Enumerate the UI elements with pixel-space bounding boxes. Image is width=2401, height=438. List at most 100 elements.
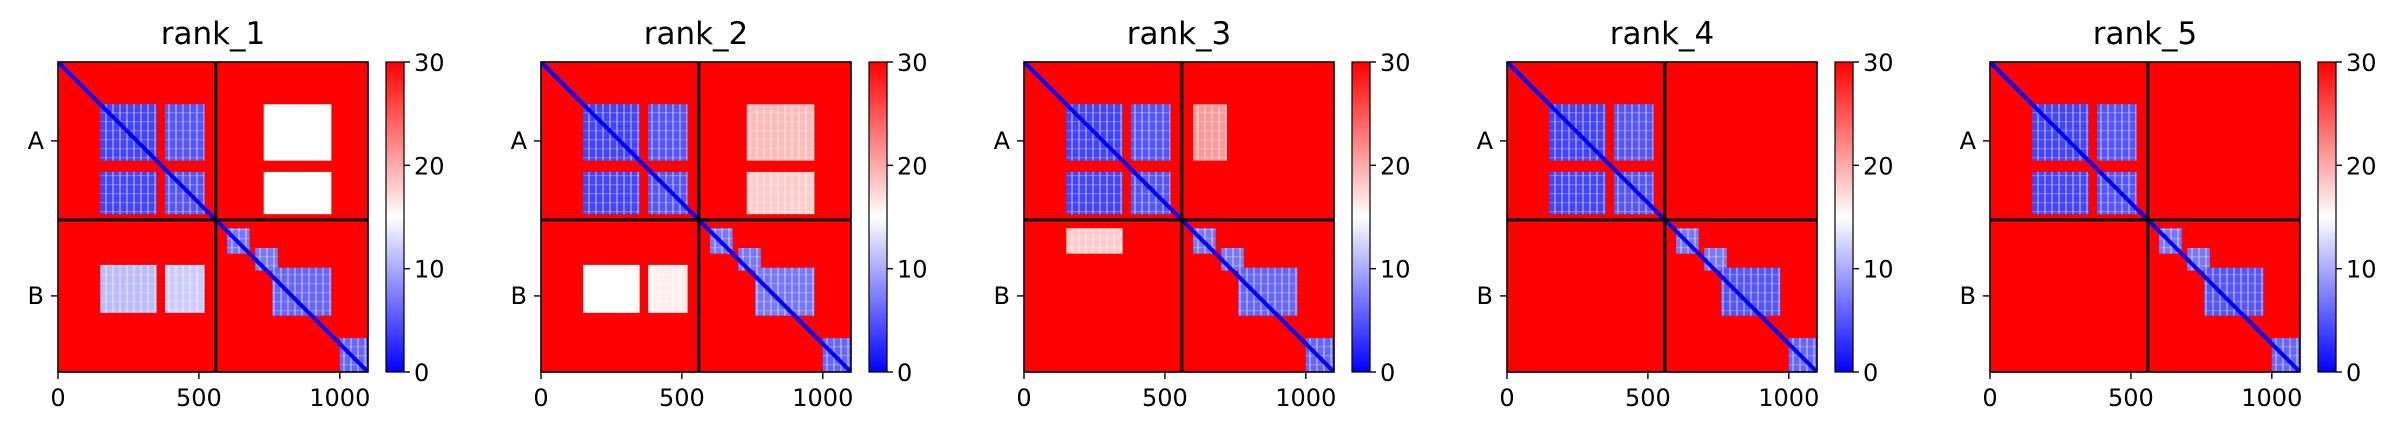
colorbar-tick-label: 30	[1863, 49, 1894, 77]
y-tick-label-B: B	[1960, 282, 1976, 310]
colorbar-tick-label: 20	[897, 152, 928, 180]
x-tick-label: 500	[1625, 384, 1671, 412]
heatmap-block-texture	[100, 264, 157, 313]
heatmap-block-texture	[165, 104, 205, 161]
x-tick-label: 500	[176, 384, 222, 412]
colorbar-tick-label: 20	[1863, 152, 1894, 180]
colorbar	[385, 61, 405, 373]
colorbar-tick-label: 0	[1380, 359, 1395, 387]
heatmap-diagonal	[1024, 62, 1334, 372]
colorbar	[1834, 61, 1854, 373]
heatmap-block-texture	[583, 171, 640, 215]
colorbar-tick-label: 0	[2346, 359, 2361, 387]
colorbar-tick-label: 30	[414, 49, 445, 77]
colorbar-tick-label: 30	[1380, 49, 1411, 77]
pae-panel-4: rank_4 0 500 1000 A B 0 10 20 30	[1477, 16, 1894, 412]
axes-frame	[1989, 61, 2301, 373]
pae-panel-3: rank_3 0 500 1000 A B 0 10 20 30	[994, 16, 1411, 412]
heatmap-block-texture	[1066, 228, 1123, 254]
colorbar-tick-label: 10	[1380, 256, 1411, 284]
x-tick-label: 0	[533, 384, 548, 412]
axes-frame	[540, 61, 852, 373]
heatmap-block-texture	[738, 248, 761, 271]
y-tick-label-A: A	[28, 127, 45, 155]
colorbar	[868, 61, 888, 373]
colorbar-tick-label: 20	[2346, 152, 2377, 180]
x-tick-label: 0	[50, 384, 65, 412]
heatmap-block-texture	[165, 171, 205, 215]
heatmap-block-texture	[648, 104, 688, 161]
pae-panel-2: rank_2 0 500 1000 A B 0 10 20 30	[511, 16, 928, 412]
heatmap-block-texture	[255, 248, 278, 271]
heatmap-block-texture	[1131, 104, 1171, 161]
colorbar	[2317, 61, 2337, 373]
axes-frame	[1506, 61, 1818, 373]
axes-frame	[57, 61, 369, 373]
heatmap-area	[58, 62, 368, 372]
y-tick-label-A: A	[1960, 127, 1977, 155]
x-tick-label: 500	[659, 384, 705, 412]
heatmap-block-texture	[746, 171, 815, 215]
heatmap-block-texture	[2032, 171, 2089, 215]
y-tick-label-B: B	[994, 282, 1010, 310]
heatmap-area	[1507, 62, 1817, 372]
x-tick-label: 0	[1499, 384, 1514, 412]
y-tick-label-A: A	[1477, 127, 1494, 155]
x-tick-label: 1000	[2241, 384, 2302, 412]
heatmap-area	[541, 62, 851, 372]
colorbar-tick-label: 0	[897, 359, 912, 387]
x-tick-label: 500	[1142, 384, 1188, 412]
heatmap-diagonal	[58, 62, 368, 372]
colorbar-tick-label: 10	[897, 256, 928, 284]
heatmap-diagonal	[1507, 62, 1817, 372]
heatmap-area	[1990, 62, 2300, 372]
colorbar-tick-label: 0	[414, 359, 429, 387]
heatmap-block-texture	[648, 264, 688, 313]
panel-title: rank_2	[644, 16, 749, 52]
colorbar-tick-label: 30	[897, 49, 928, 77]
colorbar-tick-label: 10	[1863, 256, 1894, 284]
x-tick-label: 500	[2108, 384, 2154, 412]
y-tick-label-A: A	[511, 127, 528, 155]
heatmap-diagonal	[1990, 62, 2300, 372]
colorbar-tick-label: 10	[414, 256, 445, 284]
heatmap-block-texture	[2187, 248, 2210, 271]
x-tick-label: 1000	[1275, 384, 1336, 412]
heatmap-block-texture	[583, 264, 640, 313]
heatmap-area	[1024, 62, 1334, 372]
axes-frame	[1023, 61, 1335, 373]
heatmap-block-texture	[1131, 171, 1171, 215]
heatmap-block-texture	[1614, 104, 1654, 161]
heatmap-block-texture	[1193, 104, 1227, 161]
y-tick-label-B: B	[511, 282, 527, 310]
heatmap-block-texture	[746, 104, 815, 161]
colorbar	[1351, 61, 1371, 373]
heatmap-diagonal	[541, 62, 851, 372]
y-tick-label-B: B	[1477, 282, 1493, 310]
heatmap-block-texture	[100, 171, 157, 215]
colorbar-tick-label: 20	[414, 152, 445, 180]
heatmap-block-texture	[165, 264, 205, 313]
panel-title: rank_1	[161, 16, 266, 52]
heatmap-block-texture	[1549, 171, 1606, 215]
heatmap-block-texture	[1614, 171, 1654, 215]
colorbar-tick-label: 30	[2346, 49, 2377, 77]
colorbar-tick-label: 10	[2346, 256, 2377, 284]
y-tick-label-B: B	[28, 282, 44, 310]
x-tick-label: 1000	[792, 384, 853, 412]
heatmap-block-texture	[2097, 104, 2137, 161]
x-tick-label: 1000	[309, 384, 370, 412]
heatmap-block-texture	[648, 171, 688, 215]
heatmap-block-texture	[1066, 171, 1123, 215]
heatmap-block-texture	[1221, 248, 1244, 271]
colorbar-tick-label: 20	[1380, 152, 1411, 180]
heatmap-block-texture	[263, 104, 332, 161]
panel-title: rank_3	[1127, 16, 1232, 52]
heatmap-block-texture	[1704, 248, 1727, 271]
pae-panel-5: rank_5 0 500 1000 A B 0 10 20 30	[1960, 16, 2377, 412]
x-tick-label: 0	[1016, 384, 1031, 412]
colorbar-tick-label: 0	[1863, 359, 1878, 387]
y-tick-label-A: A	[994, 127, 1011, 155]
x-tick-label: 0	[1982, 384, 1997, 412]
